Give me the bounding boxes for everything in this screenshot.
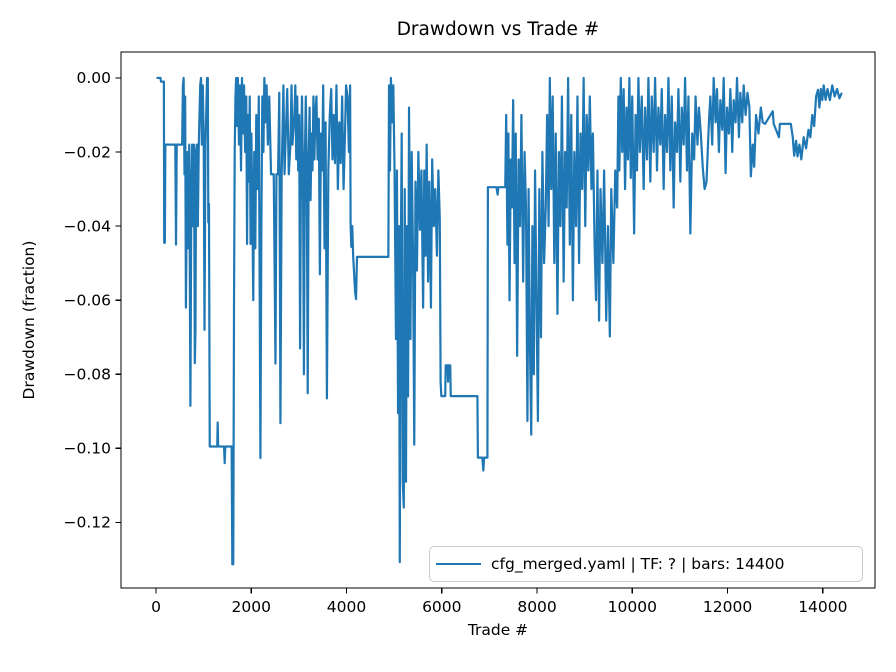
y-tick-label: −0.10 xyxy=(64,440,112,458)
legend: cfg_merged.yaml | TF: ? | bars: 14400 xyxy=(429,546,863,582)
y-tick-label: −0.02 xyxy=(64,143,112,161)
x-axis-label: Trade # xyxy=(467,621,529,639)
drawdown-line xyxy=(156,76,843,566)
x-tick-label: 8000 xyxy=(517,598,556,616)
legend-label: cfg_merged.yaml | TF: ? | bars: 14400 xyxy=(491,555,785,573)
x-tick-label: 2000 xyxy=(232,598,271,616)
y-axis-label: Drawdown (fraction) xyxy=(20,240,38,400)
legend-line-sample xyxy=(436,563,481,565)
y-tick-label: −0.06 xyxy=(64,291,112,309)
chart-title: Drawdown vs Trade # xyxy=(396,19,600,40)
y-tick-label: −0.08 xyxy=(64,366,112,384)
x-tick-label: 4000 xyxy=(327,598,366,616)
x-tick-label: 6000 xyxy=(422,598,461,616)
x-tick-label: 14000 xyxy=(798,598,847,616)
y-tick-label: −0.12 xyxy=(64,514,112,532)
y-tick-label: 0.00 xyxy=(76,69,111,87)
plot-border xyxy=(120,51,876,589)
x-tick-label: 10000 xyxy=(608,598,657,616)
x-tick-label: 0 xyxy=(151,598,161,616)
x-tick-label: 12000 xyxy=(703,598,752,616)
y-tick-label: −0.04 xyxy=(64,217,112,235)
